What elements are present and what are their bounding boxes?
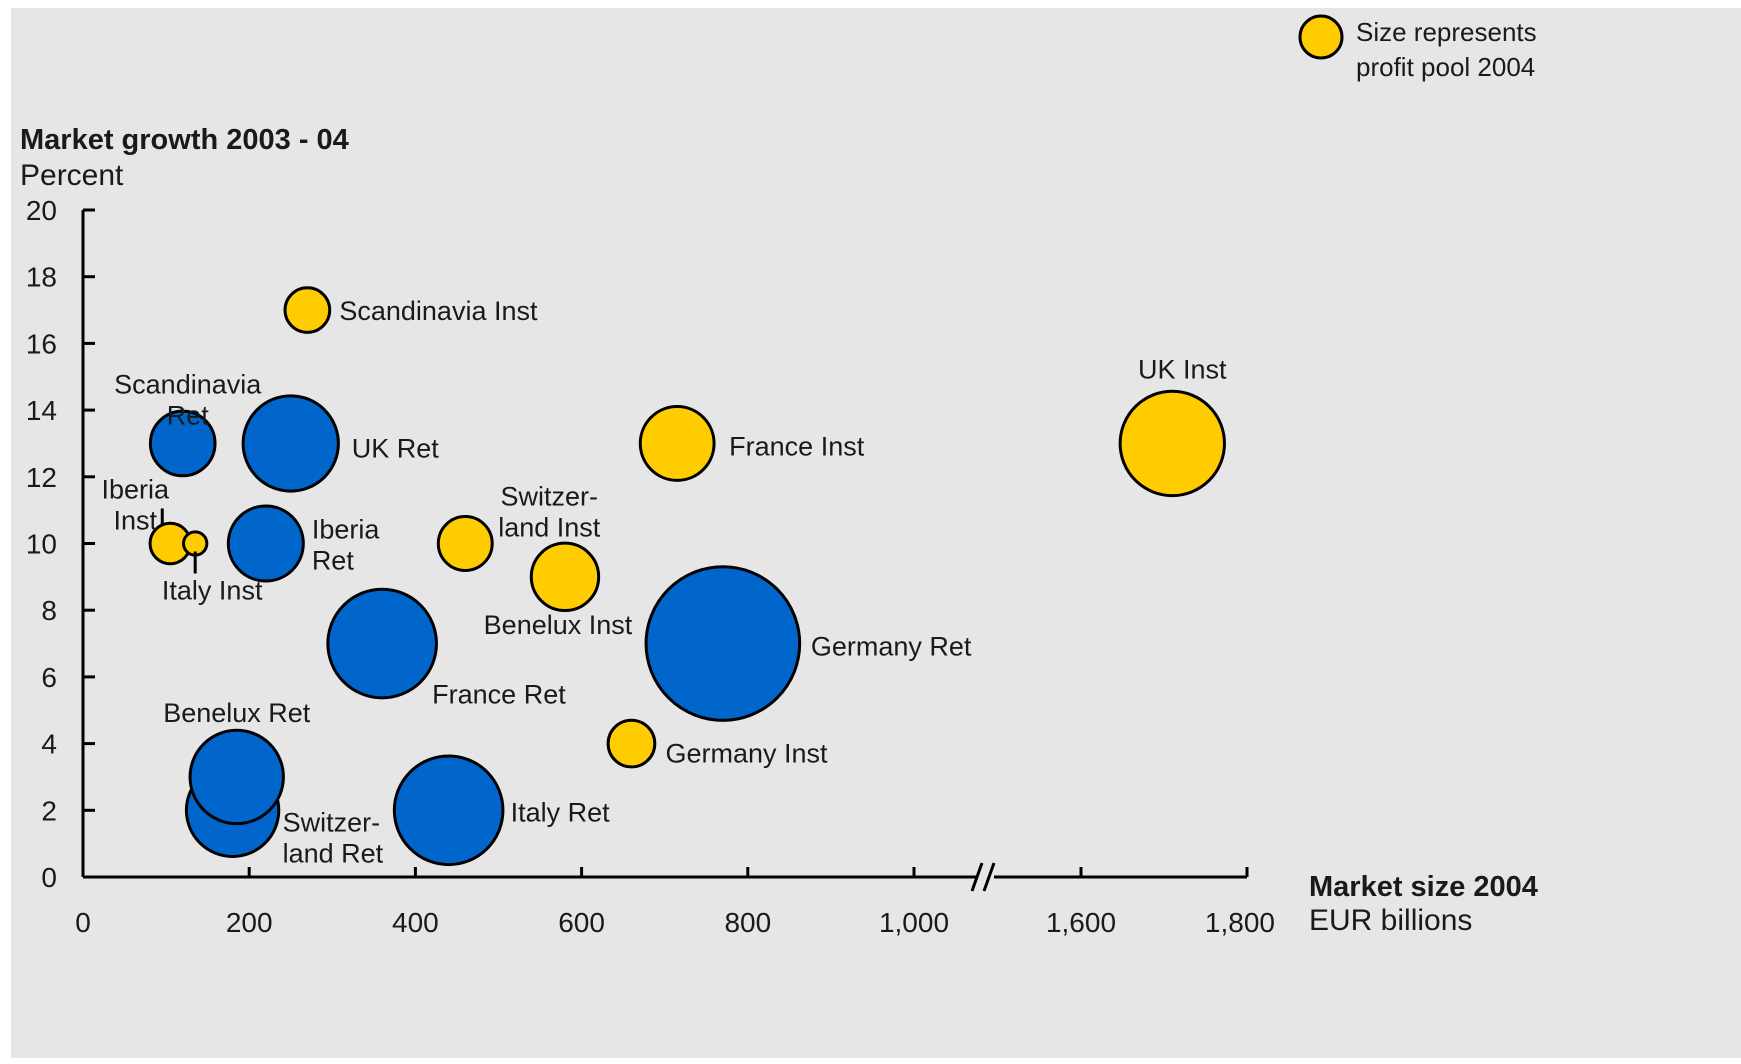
bubble-label: land Ret [283,838,384,868]
bubble-label: Benelux Ret [163,698,311,728]
y-tick-label: 2 [41,795,57,826]
bubble-label: France Inst [729,431,865,461]
bubble-scandinavia-inst [283,286,332,334]
bubble-scandinavia-ret [148,409,217,478]
legend-text: profit pool 2004 [1356,52,1535,82]
bubble-label: Scandinavia Inst [339,296,538,326]
bubble-label: Benelux Inst [484,610,633,640]
bubble-label: Ret [167,400,210,430]
bubble-label: Inst [113,506,157,536]
bubble-benelux-ret [188,728,285,826]
bubble-france-inst [638,405,716,482]
bubble-label: Germany Inst [665,739,828,769]
y-tick-label: 4 [41,729,57,760]
bubble-uk-ret [241,394,340,493]
bubble-label: Italy Inst [162,576,263,606]
y-tick-label: 20 [26,195,57,226]
bubble-label: UK Inst [1138,354,1227,384]
bubble-label: Switzer- [283,807,381,837]
bubble-label: France Ret [432,680,566,710]
y-tick-label: 6 [41,662,57,693]
bubbles [148,286,1226,867]
x-axis-title: Market size 2004 [1309,871,1538,903]
x-tick-label: 1,600 [1046,907,1116,938]
bubble-label: Germany Ret [811,632,972,662]
legend-text: Size represents [1356,17,1537,47]
axis-break-mark [970,862,984,892]
bubble-label: UK Ret [352,433,440,463]
x-tick-label: 800 [724,907,771,938]
chart-panel: 0 2 4 6 8 10 12 14 16 18 20 0 200 400 600 800 1,000 1,600… [11,8,1741,1058]
bubble-label: Italy Ret [511,797,611,827]
legend: Size represents profit pool 2004 [1298,14,1537,82]
x-tick-label: 400 [392,907,439,938]
x-axis-unit: EUR billions [1309,904,1472,937]
bubble-iberia-ret [226,504,305,583]
bubble-france-ret [326,587,438,700]
bubble-germany-inst [606,718,657,769]
bubble-label: Ret [312,546,355,576]
x-tick-label: 200 [226,907,273,938]
y-tick-label: 16 [26,328,57,359]
bubble-label: Switzer- [501,482,599,512]
y-tick-label: 18 [26,262,57,293]
y-axis-unit: Percent [20,159,124,192]
bubble-switzerland-inst [436,515,494,572]
y-axis-title: Market growth 2003 - 04 [20,124,349,156]
bubble-benelux-inst [529,541,601,613]
bubble-label: land Inst [498,513,601,543]
bubble-labels: Scandinavia Inst France Inst UK Inst Switze… [101,296,1227,868]
bubble-uk-inst [1118,389,1226,498]
x-tick-label: 0 [75,907,91,938]
x-tick-label: 1,800 [1205,907,1275,938]
y-tick-label: 14 [26,395,57,426]
bubble-label: Scandinavia [114,369,262,399]
y-tick-label: 8 [41,595,57,626]
bubble-label: Iberia [101,475,170,505]
y-tick-label: 0 [41,862,57,893]
bubble-label: Iberia [312,515,381,545]
x-tick-label: 1,000 [879,907,949,938]
legend-bubble-icon [1298,14,1344,60]
axis-break-mark [982,862,996,892]
bubble-italy-ret [392,754,505,867]
bubble-germany-ret [644,565,802,722]
y-tick-label: 12 [26,462,57,493]
x-tick-label: 600 [558,907,605,938]
y-tick-label: 10 [26,529,57,560]
